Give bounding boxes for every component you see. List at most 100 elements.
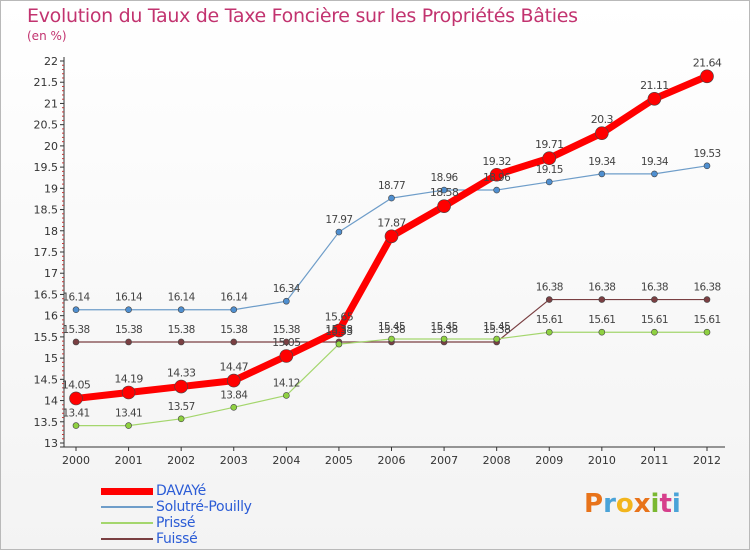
data-label: 16.38 xyxy=(536,282,563,294)
data-label: 15.38 xyxy=(431,324,458,336)
data-label: 14.19 xyxy=(114,372,143,385)
data-point xyxy=(177,338,185,346)
data-point xyxy=(283,338,290,346)
data-point xyxy=(283,392,290,399)
data-point xyxy=(230,338,238,346)
data-point xyxy=(388,194,395,202)
data-point xyxy=(493,186,500,194)
data-label: 16.38 xyxy=(693,282,720,294)
data-point xyxy=(125,422,132,429)
data-label: 16.38 xyxy=(641,282,668,294)
data-point xyxy=(440,335,448,343)
data-label: 13.41 xyxy=(115,408,142,420)
y-tick-label: 16 xyxy=(44,310,58,323)
data-label: 13.41 xyxy=(62,408,89,420)
data-label: 21.11 xyxy=(640,79,669,92)
data-point xyxy=(545,178,553,186)
data-point xyxy=(226,373,241,388)
data-point xyxy=(489,167,504,182)
data-label: 19.32 xyxy=(482,155,511,168)
data-label: 15.61 xyxy=(588,314,615,326)
y-tick-label: 15 xyxy=(44,352,58,365)
data-point xyxy=(230,404,238,411)
data-point xyxy=(651,328,658,336)
legend-swatch xyxy=(101,522,153,524)
logo-letter: i xyxy=(671,489,681,519)
x-tick-label: 2011 xyxy=(640,454,668,467)
data-label: 15.61 xyxy=(641,314,668,326)
logo-letter: i xyxy=(650,489,660,519)
data-label: 21.64 xyxy=(693,56,722,69)
x-tick-label: 2004 xyxy=(272,454,300,467)
data-point xyxy=(177,306,185,314)
data-point xyxy=(545,328,553,336)
data-point xyxy=(598,296,606,303)
y-tick-label: 18 xyxy=(44,225,58,238)
data-point xyxy=(125,306,132,314)
data-label: 15.05 xyxy=(272,336,301,349)
data-point xyxy=(72,338,80,346)
data-point xyxy=(69,391,83,406)
data-label: 14.12 xyxy=(273,377,300,389)
data-label: 17.87 xyxy=(377,216,406,229)
x-tick-label: 2007 xyxy=(430,454,458,467)
data-point xyxy=(598,170,606,178)
data-point xyxy=(384,229,399,244)
data-label: 19.34 xyxy=(641,156,669,168)
y-tick-label: 19.5 xyxy=(34,161,59,174)
data-label: 15.45 xyxy=(431,321,458,333)
data-label: 15.38 xyxy=(220,324,247,336)
data-label: 15.61 xyxy=(693,314,720,326)
data-label: 16.14 xyxy=(62,292,90,304)
data-point xyxy=(651,170,658,178)
data-point xyxy=(651,296,658,303)
data-label: 20.3 xyxy=(591,113,614,126)
y-tick-label: 20 xyxy=(44,140,58,153)
data-point xyxy=(72,306,80,314)
data-label: 19.34 xyxy=(588,156,616,168)
legend-label: Fuissé xyxy=(156,531,198,547)
legend-label: Solutré-Pouilly xyxy=(156,499,252,515)
data-label: 15.38 xyxy=(483,324,510,336)
data-label: 15.65 xyxy=(325,311,354,324)
data-point xyxy=(700,69,714,84)
data-point xyxy=(283,297,290,305)
chart-subtitle: (en %) xyxy=(27,29,67,43)
data-point xyxy=(647,91,662,106)
data-label: 16.38 xyxy=(588,282,615,294)
logo-letter: o xyxy=(615,489,634,519)
data-label: 15.38 xyxy=(168,324,195,336)
data-label: 13.57 xyxy=(168,401,195,413)
data-label: 15.38 xyxy=(115,324,142,336)
legend-swatch xyxy=(101,488,153,495)
x-tick-label: 2006 xyxy=(378,454,406,467)
data-label: 14.33 xyxy=(167,367,196,380)
data-point xyxy=(598,328,606,336)
data-point xyxy=(595,126,609,140)
data-label: 18.58 xyxy=(430,186,459,199)
data-label: 19.15 xyxy=(536,164,563,176)
y-tick-label: 14.5 xyxy=(34,373,59,386)
legend-swatch xyxy=(101,538,153,540)
legend-label: Prissé xyxy=(156,515,196,531)
data-label: 18.77 xyxy=(378,180,405,192)
y-tick-label: 20.5 xyxy=(34,119,59,132)
data-label: 16.14 xyxy=(220,292,248,304)
data-point xyxy=(703,328,711,336)
data-point xyxy=(177,415,185,423)
data-label: 19.71 xyxy=(535,138,564,151)
data-label: 13.84 xyxy=(220,389,248,401)
data-label: 15.38 xyxy=(325,324,352,336)
data-label: 15.45 xyxy=(378,321,405,333)
data-label: 15.38 xyxy=(378,324,405,336)
data-label: 16.14 xyxy=(168,292,196,304)
data-point xyxy=(388,335,395,343)
x-tick-label: 2012 xyxy=(693,454,721,467)
data-point xyxy=(703,162,711,170)
proxiti-logo: Proxiti xyxy=(584,489,681,519)
y-tick-label: 17.5 xyxy=(34,246,59,259)
data-point xyxy=(174,379,188,394)
logo-letter: t xyxy=(659,489,672,519)
